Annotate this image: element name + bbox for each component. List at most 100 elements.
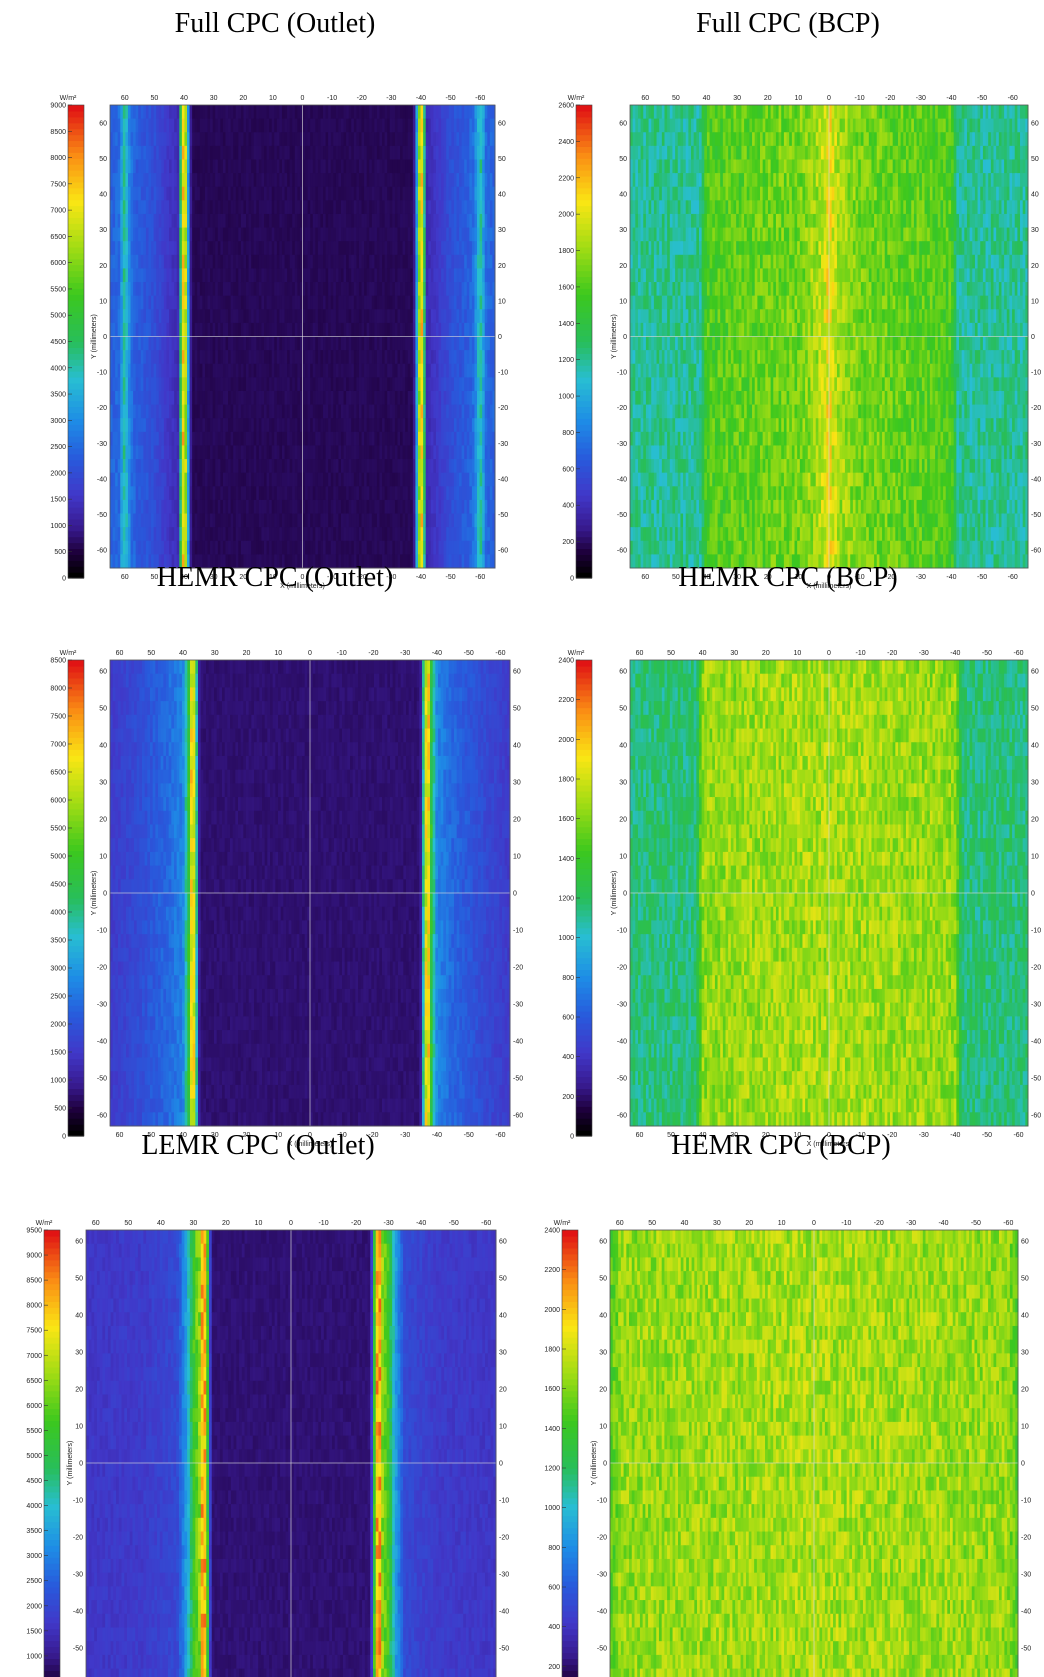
heatmap-cell bbox=[366, 445, 370, 460]
heatmap-cell bbox=[305, 363, 309, 378]
heatmap-cell bbox=[317, 499, 321, 515]
heatmap-cell bbox=[328, 322, 332, 337]
heatmap-cell bbox=[161, 241, 165, 256]
colorbar-segment bbox=[68, 235, 84, 242]
heatmap-cell bbox=[371, 200, 375, 215]
heatmap-cell bbox=[330, 254, 334, 269]
heatmap-cell bbox=[320, 554, 324, 569]
heatmap-cell bbox=[274, 404, 278, 419]
heatmap-cell bbox=[323, 377, 327, 392]
heatmap-cell bbox=[276, 418, 280, 433]
heatmap-cell bbox=[181, 336, 185, 351]
heatmap-cell bbox=[127, 295, 132, 310]
heatmap-cell bbox=[171, 295, 175, 310]
heatmap-cell bbox=[387, 145, 391, 160]
heatmap-cell bbox=[215, 268, 219, 283]
heatmap-cell bbox=[204, 431, 209, 446]
heatmap-cell bbox=[197, 200, 201, 215]
heatmap-cell bbox=[112, 186, 116, 201]
heatmap-cell bbox=[228, 282, 232, 297]
heatmap-cell bbox=[143, 445, 147, 460]
heatmap-cell bbox=[430, 513, 434, 528]
heatmap-cell bbox=[474, 404, 478, 419]
heatmap-cell bbox=[199, 554, 203, 569]
heatmap-cell bbox=[281, 404, 286, 419]
heatmap-cell bbox=[353, 527, 357, 542]
colorbar-segment bbox=[68, 211, 84, 218]
heatmap-cell bbox=[122, 404, 126, 419]
heatmap-cell bbox=[115, 268, 119, 283]
heatmap-cell bbox=[387, 350, 391, 365]
heatmap-cell bbox=[302, 132, 306, 147]
heatmap-cell bbox=[222, 213, 226, 229]
colorbar-tick-label: 7500 bbox=[50, 181, 66, 188]
heatmap-cell bbox=[135, 445, 139, 460]
heatmap-cell bbox=[135, 254, 139, 269]
heatmap-cell bbox=[299, 363, 303, 378]
heatmap-cell bbox=[225, 309, 229, 324]
heatmap-cell bbox=[353, 241, 357, 256]
heatmap-cell bbox=[461, 118, 465, 133]
heatmap-cell bbox=[428, 227, 432, 242]
heatmap-cell bbox=[294, 513, 298, 528]
heatmap-cell bbox=[292, 390, 296, 406]
heatmap-cell bbox=[387, 459, 391, 474]
heatmap-cell bbox=[158, 227, 162, 242]
heatmap-cell bbox=[466, 227, 470, 242]
heatmap-cell bbox=[412, 404, 416, 419]
heatmap-cell bbox=[276, 404, 280, 419]
heatmap-cell bbox=[369, 404, 373, 419]
heatmap-cell bbox=[412, 459, 416, 474]
heatmap-cell bbox=[297, 105, 301, 120]
heatmap-cell bbox=[112, 540, 116, 555]
heatmap-cell bbox=[174, 472, 178, 487]
heatmap-cell bbox=[135, 213, 139, 229]
heatmap-cell bbox=[358, 241, 363, 256]
heatmap-cell bbox=[433, 173, 437, 188]
heatmap-cell bbox=[220, 540, 224, 555]
heatmap-cell bbox=[202, 282, 206, 297]
heatmap-cell bbox=[312, 363, 316, 378]
heatmap-cell bbox=[453, 499, 457, 515]
colorbar-segment bbox=[68, 418, 84, 425]
heatmap-cell bbox=[256, 118, 260, 133]
heatmap-cell bbox=[451, 486, 455, 501]
heatmap-cell bbox=[456, 445, 460, 460]
heatmap-cell bbox=[269, 227, 273, 242]
heatmap-cell bbox=[158, 132, 162, 147]
heatmap-cell bbox=[153, 200, 157, 215]
heatmap-cell bbox=[145, 445, 149, 460]
heatmap-cell bbox=[425, 118, 429, 133]
heatmap-cell bbox=[248, 540, 252, 555]
heatmap-cell bbox=[459, 213, 463, 229]
heatmap-cell bbox=[459, 554, 463, 569]
heatmap-cell bbox=[117, 200, 121, 215]
heatmap-cell bbox=[199, 499, 203, 515]
heatmap-cell bbox=[256, 132, 260, 147]
heatmap-cell bbox=[248, 186, 252, 201]
heatmap-cell bbox=[225, 118, 229, 133]
heatmap-cell bbox=[451, 418, 455, 433]
heatmap-cell bbox=[438, 309, 442, 324]
heatmap-cell bbox=[220, 268, 224, 283]
heatmap-cell bbox=[297, 295, 301, 310]
heatmap-cell bbox=[338, 540, 342, 555]
heatmap-cell bbox=[464, 472, 468, 487]
heatmap-svg: W/m²050010001500200025003000350040004500… bbox=[50, 95, 508, 590]
heatmap-cell bbox=[466, 431, 470, 446]
heatmap-cell bbox=[207, 445, 211, 460]
heatmap-cell bbox=[228, 350, 232, 365]
heatmap-cell bbox=[433, 159, 437, 174]
heatmap-cell bbox=[230, 254, 234, 269]
heatmap-cell bbox=[453, 350, 457, 365]
heatmap-cell bbox=[323, 540, 327, 555]
heatmap-cell bbox=[127, 322, 132, 337]
heatmap-cell bbox=[171, 200, 175, 215]
heatmap-cell bbox=[335, 390, 339, 406]
heatmap-cell bbox=[374, 268, 378, 283]
heatmap-cell bbox=[217, 390, 221, 406]
heatmap-cell bbox=[153, 241, 157, 256]
heatmap-cell bbox=[351, 282, 355, 297]
heatmap-cell bbox=[325, 322, 329, 337]
heatmap-cell bbox=[264, 309, 268, 324]
